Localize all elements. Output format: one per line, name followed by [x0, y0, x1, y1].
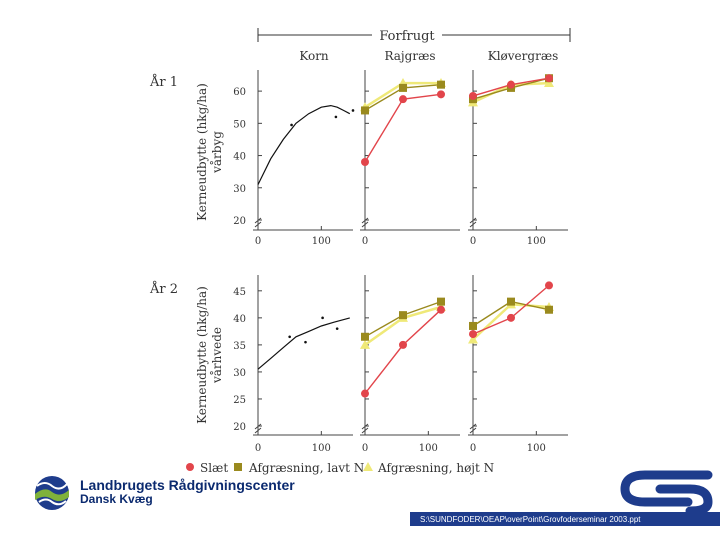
footer-bar — [410, 512, 720, 526]
footer-unit: Dansk Kvæg — [80, 492, 153, 506]
panel-ar-2-korn-ytick-label: 25 — [233, 395, 246, 406]
footer-file-path: S:\SUNDFODER\OEAP\overPoint\Grovfodersem… — [420, 515, 641, 524]
panel-ar-1-rajgraes-marker-slaet — [361, 158, 369, 166]
panel-ar-1-korn-xtick-label: 100 — [312, 236, 331, 247]
legend-label-lavt-n: Afgræsning, lavt N — [248, 461, 364, 475]
row-label-year1: År 1 — [149, 74, 178, 90]
column-label-korn: Korn — [299, 49, 329, 63]
panel-ar-2-korn-ytick-label: 35 — [233, 341, 246, 352]
legend-marker-lavt-n — [234, 463, 242, 471]
panel-ar-1-klovergraes-marker-slaet — [507, 80, 515, 89]
panel-ar-2-klovergraes-marker-afgraesning-hojt-n — [468, 334, 478, 344]
panel-ar-1-korn-observation-point — [290, 123, 293, 127]
s-logo-icon — [620, 470, 713, 516]
ylabel-year1-line1: Kerneudbytte (hkg/ha) — [195, 83, 209, 221]
panel-ar-2-korn-ytick-label: 30 — [233, 368, 246, 379]
panel-ar-2-korn-ytick-label: 40 — [233, 314, 246, 325]
panel-ar-2-rajgraes-marker-slaet — [361, 389, 369, 398]
panel-ar-2-korn-ytick-label: 20 — [233, 422, 246, 433]
footer-organization: Landbrugets Rådgivningscenter — [80, 477, 295, 493]
panel-ar-2-klovergraes-marker-slaet — [545, 281, 553, 290]
panel-ar-2-korn-xtick-label: 100 — [312, 443, 331, 454]
panel-ar-1-rajgraes-marker-afgraesning-lavt-n — [399, 83, 407, 92]
panel-ar-1-klovergraes-marker-slaet — [469, 91, 477, 100]
legend-label-slaet: Slæt — [200, 461, 228, 475]
panel-ar-1-rajgraes-marker-slaet — [437, 90, 445, 99]
panel-ar-1-rajgraes-marker-afgraesning-lavt-n — [361, 106, 369, 115]
panel-ar-2-rajgraes-marker-afgraesning-lavt-n — [437, 297, 445, 306]
legend: Slæt Afgræsning, lavt N Afgræsning, højt… — [186, 461, 494, 475]
panel-ar-2-klovergraes-marker-afgraesning-lavt-n — [545, 305, 553, 314]
panel-ar-1-klovergraes-marker-afgraesning-hojt-n — [544, 78, 554, 88]
panel-ar-1-korn-ytick-label: 50 — [233, 119, 246, 130]
panel-ar-2-rajgraes-marker-slaet — [437, 305, 445, 314]
panel-ar-2-klovergraes-line-afgraesning-hojt-n — [472, 303, 550, 341]
legend-marker-slaet — [186, 463, 194, 471]
panel-ar-1-korn-response-curve — [257, 104, 351, 185]
panel-ar-2-klovergraes-xtick-label: 0 — [470, 443, 476, 454]
lr-logo-icon — [35, 476, 69, 510]
panel-ar-1-korn-ytick-label: 30 — [233, 184, 246, 195]
panel-ar-2-klovergraes-marker-slaet — [469, 330, 477, 339]
ylabel-year1-line2: vårbyg — [209, 131, 224, 174]
panel-ar-2-rajgraes-marker-afgraesning-lavt-n — [361, 332, 369, 341]
panel-ar-1-rajgraes-marker-slaet — [399, 95, 407, 104]
row-label-year2: År 2 — [149, 281, 178, 297]
panel-ar-1-klovergraes-xtick-label: 0 — [470, 236, 476, 247]
panel-ar-2-korn-observation-point — [335, 327, 339, 330]
chart-panels: 20 30 40 50 60 0 100 0 0 100 20 25 30 35 40 45 0 100 0 100 0… — [233, 70, 568, 454]
panel-ar-2-korn-xtick-label: 0 — [255, 443, 261, 454]
panel-ar-2-klovergraes-marker-afgraesning-lavt-n — [469, 321, 477, 330]
panel-ar-2-korn-ytick-label: 45 — [233, 287, 246, 298]
panel-ar-1-rajgraes-xtick-label: 0 — [362, 236, 368, 247]
ylabel-year2-line2: vårhvede — [209, 327, 224, 384]
panel-ar-2-rajgraes-xtick-label: 100 — [419, 443, 438, 454]
header-title: Forfrugt — [379, 29, 435, 44]
panel-ar-1-korn-observation-point — [334, 115, 338, 119]
panel-ar-1-korn-ytick-label: 40 — [233, 152, 246, 163]
ylabel-year2-line1: Kerneudbytte (hkg/ha) — [195, 286, 209, 424]
panel-ar-2-klovergraes-line-slaet — [472, 284, 550, 335]
panel-ar-2-rajgraes-line-slaet — [364, 309, 442, 395]
panel-ar-1-klovergraes-xtick-label: 100 — [527, 236, 546, 247]
column-label-rajgraes: Rajgræs — [384, 49, 435, 63]
panel-ar-2-korn-observation-point — [321, 316, 324, 320]
panel-ar-1-korn-xtick-label: 0 — [255, 236, 261, 247]
panel-ar-2-klovergraes-marker-afgraesning-lavt-n — [507, 297, 515, 306]
panel-ar-2-rajgraes-marker-slaet — [399, 340, 407, 349]
panel-ar-1-korn-ytick-label: 60 — [233, 87, 246, 98]
panel-ar-2-rajgraes-marker-afgraesning-lavt-n — [399, 311, 407, 320]
legend-label-hojt-n: Afgræsning, højt N — [377, 461, 494, 475]
panel-ar-2-klovergraes-xtick-label: 100 — [527, 443, 546, 454]
panel-ar-1-klovergraes-marker-slaet — [545, 74, 553, 83]
panel-ar-1-korn-ytick-label: 20 — [233, 216, 246, 227]
panel-ar-2-rajgraes-marker-afgraesning-hojt-n — [360, 339, 370, 349]
panel-ar-2-korn-observation-point — [288, 335, 291, 339]
panel-ar-1-rajgraes-marker-afgraesning-lavt-n — [437, 80, 445, 89]
panel-ar-2-rajgraes-xtick-label: 0 — [362, 443, 368, 454]
column-label-klovergraes: Kløvergræs — [488, 49, 559, 63]
panel-ar-2-korn-observation-point — [304, 340, 307, 344]
legend-marker-hojt-n — [363, 462, 373, 471]
panel-ar-2-klovergraes-marker-slaet — [507, 313, 515, 322]
panel-ar-2-korn-response-curve — [257, 317, 350, 370]
panel-ar-1-korn-observation-point — [351, 109, 355, 112]
